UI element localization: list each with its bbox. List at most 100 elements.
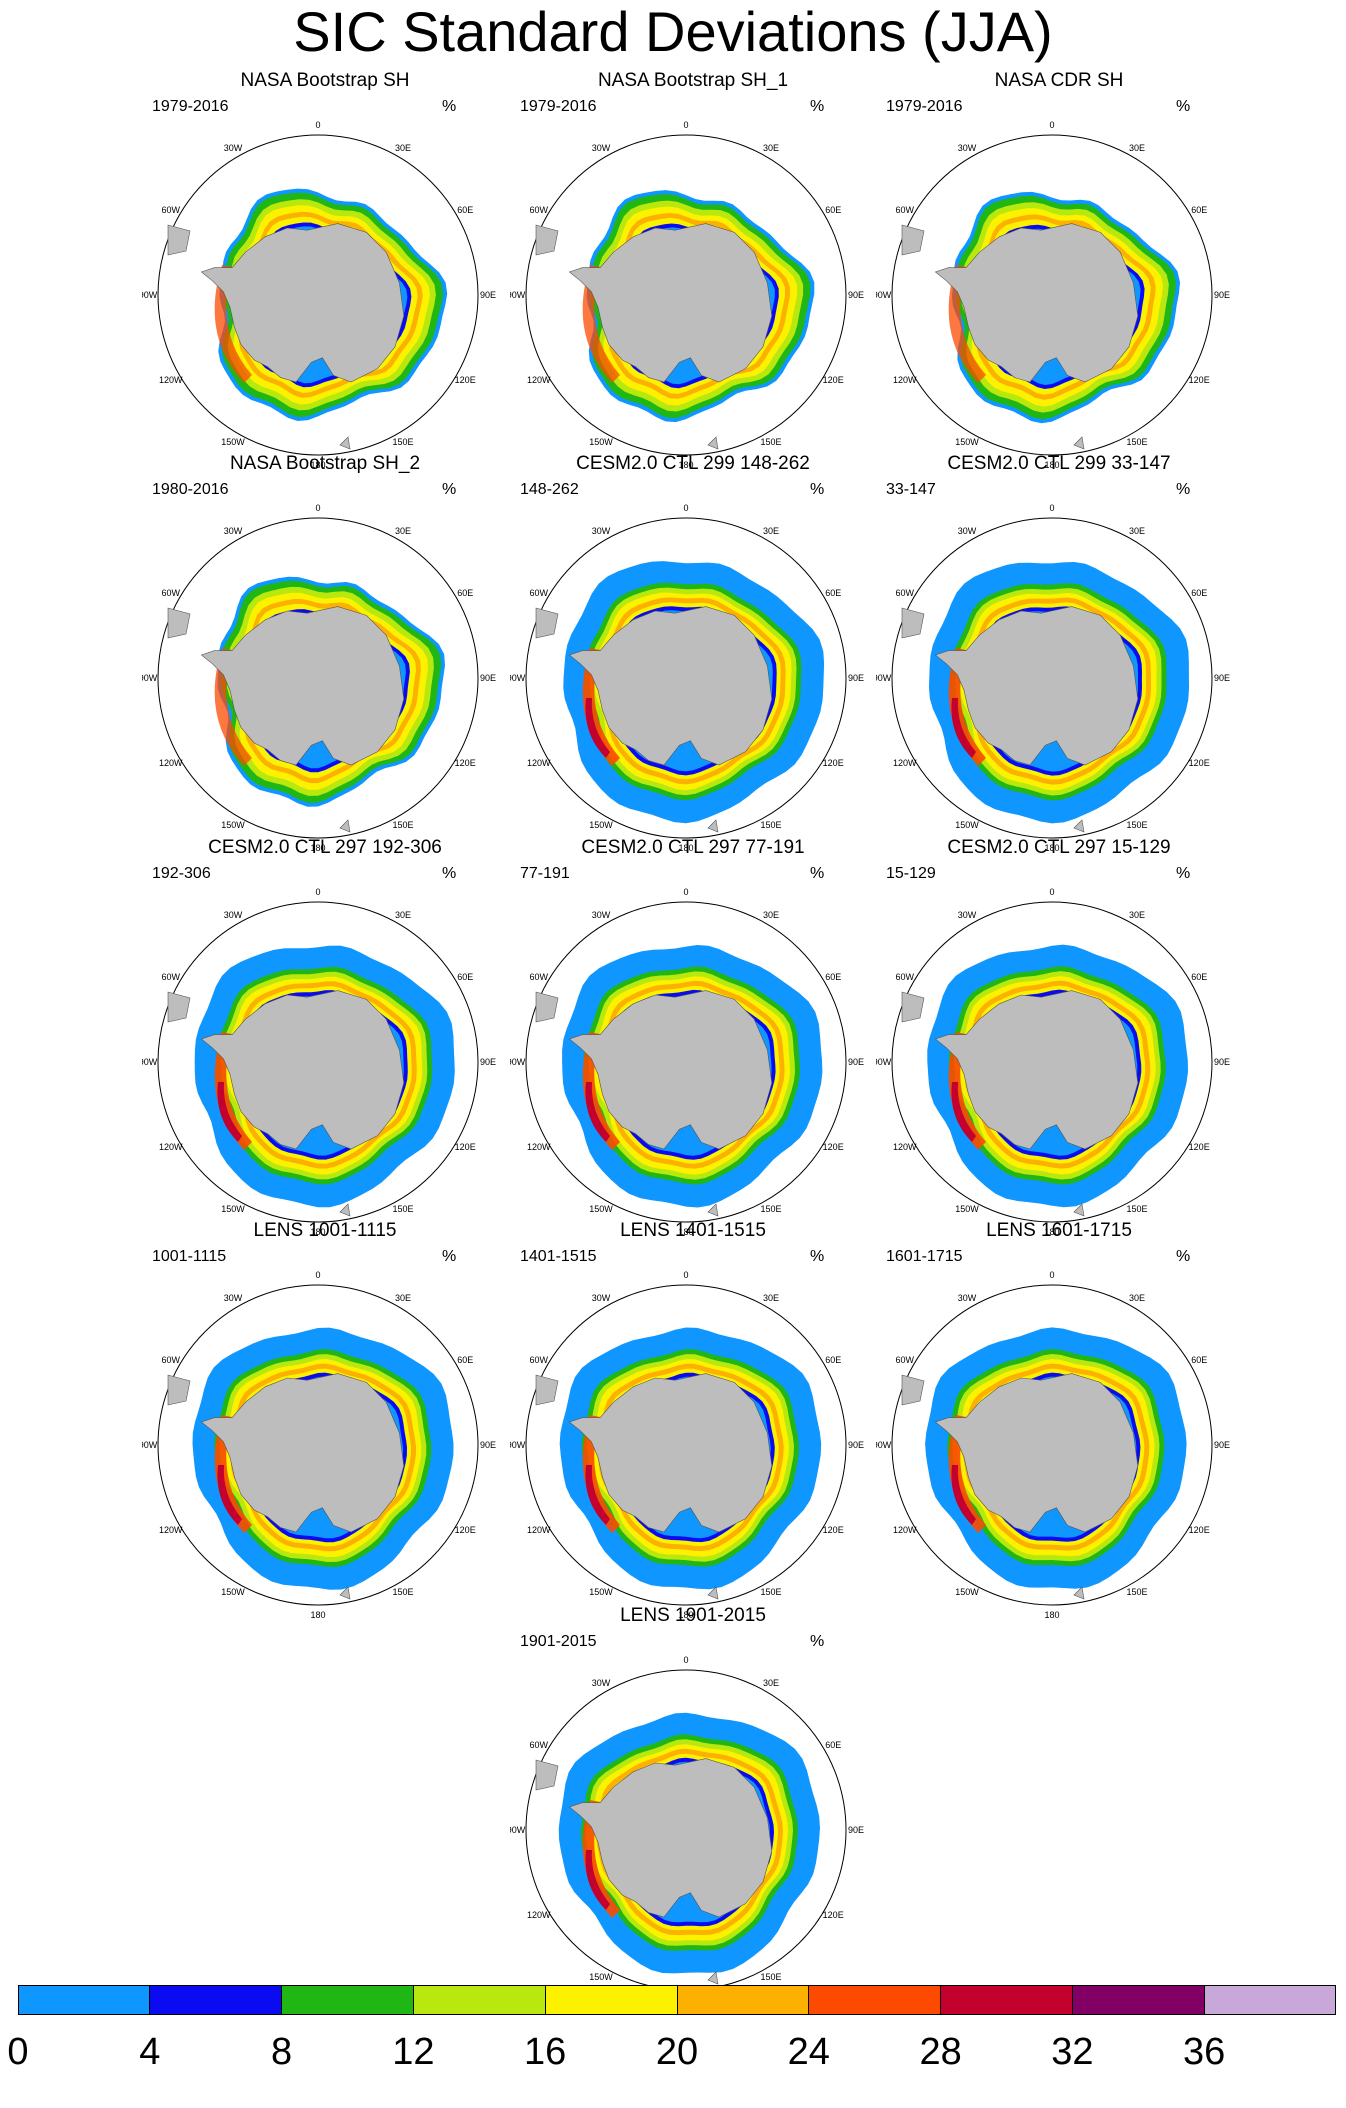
antarctica-landmass <box>568 1758 773 1918</box>
longitude-label: 30E <box>395 526 411 536</box>
longitude-label: 150W <box>955 1204 979 1214</box>
panel-units: % <box>442 1248 457 1265</box>
panel-units: % <box>1176 865 1191 882</box>
colorbar-tick-label: 28 <box>919 2031 962 2073</box>
panel-title: LENS 1601-1715 <box>986 1220 1132 1241</box>
polar-map: 030E60E90E120E150E180150W120W90W60W30W <box>510 1270 864 1620</box>
colorbar-cell <box>1204 1985 1337 2015</box>
panel-period: 1979-2016 <box>520 98 597 115</box>
longitude-label: 120E <box>823 1910 844 1920</box>
longitude-label: 150W <box>221 1204 245 1214</box>
longitude-label: 120E <box>1189 1142 1210 1152</box>
longitude-label: 30W <box>224 910 243 920</box>
longitude-label: 120W <box>527 1910 551 1920</box>
longitude-label: 30W <box>958 1293 977 1303</box>
longitude-label: 30E <box>395 1293 411 1303</box>
longitude-label: 180 <box>1044 843 1059 853</box>
longitude-label: 30E <box>763 910 779 920</box>
longitude-label: 90E <box>1214 673 1230 683</box>
high-variability-zone <box>214 1032 252 1150</box>
longitude-label: 150E <box>392 1587 413 1597</box>
longitude-label: 0 <box>1049 1270 1054 1280</box>
longitude-label: 0 <box>683 1655 688 1665</box>
longitude-label: 60E <box>1191 205 1207 215</box>
high-variability-zone <box>948 1032 986 1150</box>
colorbar-cell <box>18 1985 149 2015</box>
polar-map: 030E60E90E120E150E180150W120W90W60W30W <box>142 887 496 1237</box>
polar-map: 030E60E90E120E150E180150W120W90W60W30W <box>876 503 1230 853</box>
panel-period: 1980-2016 <box>152 481 229 498</box>
longitude-label: 0 <box>315 120 320 130</box>
longitude-label: 90E <box>848 1440 864 1450</box>
longitude-label: 150W <box>955 437 979 447</box>
colorbar-cell <box>676 1985 809 2015</box>
panel-title: NASA Bootstrap SH_1 <box>597 70 789 91</box>
longitude-label: 60E <box>825 205 841 215</box>
polar-map: 030E60E90E120E150E180150W120W90W60W30W <box>142 503 496 853</box>
longitude-label: 180 <box>310 460 325 470</box>
longitude-label: 60E <box>1191 1355 1207 1365</box>
colorbar-cell <box>544 1985 677 2015</box>
colorbar-tick-label: 24 <box>787 2031 830 2073</box>
longitude-label: 60W <box>530 1355 549 1365</box>
longitude-label: 30W <box>958 910 977 920</box>
south-america-landmass <box>535 1374 559 1406</box>
colorbar-tick-label: 12 <box>392 2031 435 2073</box>
longitude-label: 120E <box>1189 758 1210 768</box>
longitude-label: 60W <box>530 972 549 982</box>
longitude-label: 150E <box>760 1204 781 1214</box>
map-panel: 0 30E 60E 90E 120E 150E 180 150W 120W 90W 60W 30W CE… <box>876 453 1276 858</box>
longitude-label: 150W <box>221 1587 245 1597</box>
map-panel: 0 30E 60E 90E 120E 150E 180 150W 120W 90W 60W 30W LE… <box>142 1220 542 1625</box>
longitude-label: 120W <box>527 758 551 768</box>
new-zealand-landmass <box>1073 1203 1085 1217</box>
panel-title: LENS 1901-2015 <box>620 1605 766 1626</box>
polar-map: 030E60E90E120E150E180150W120W90W60W30W <box>142 120 496 470</box>
high-variability-zone <box>582 265 620 383</box>
antarctica-landmass <box>200 223 405 383</box>
south-america-landmass <box>901 1374 925 1406</box>
longitude-label: 30E <box>1129 910 1145 920</box>
longitude-label: 90E <box>480 290 496 300</box>
longitude-label: 0 <box>683 887 688 897</box>
map-panel: 0 30E 60E 90E 120E 150E 180 150W 120W 90W 60W 30W LE… <box>510 1605 910 2010</box>
longitude-label: 150W <box>589 1972 613 1982</box>
longitude-label: 60E <box>457 972 473 982</box>
longitude-label: 0 <box>315 1270 320 1280</box>
panel-period: 1401-1515 <box>520 1248 597 1265</box>
antarctica-landmass <box>568 606 773 766</box>
new-zealand-landmass <box>707 1203 719 1217</box>
longitude-label: 0 <box>1049 120 1054 130</box>
map-panel: 0 30E 60E 90E 120E 150E 180 150W 120W 90W 60W 30W NA… <box>142 453 542 858</box>
panel-units: % <box>1176 98 1191 115</box>
longitude-label: 90E <box>848 1825 864 1835</box>
map-panel: 0 30E 60E 90E 120E 150E 180 150W 120W 90W 60W 30W LE… <box>876 1220 1276 1625</box>
longitude-label: 30W <box>592 1678 611 1688</box>
longitude-label: 150E <box>760 1587 781 1597</box>
longitude-label: 90E <box>480 673 496 683</box>
longitude-label: 150E <box>1126 1204 1147 1214</box>
panel-period: 33-147 <box>886 481 936 498</box>
longitude-label: 120W <box>159 375 183 385</box>
south-america-landmass <box>901 991 925 1023</box>
longitude-label: 90E <box>1214 290 1230 300</box>
colorbar-cell <box>1072 1985 1205 2015</box>
longitude-label: 60W <box>896 205 915 215</box>
panel-title: NASA Bootstrap SH_2 <box>229 453 421 474</box>
longitude-label: 60E <box>1191 972 1207 982</box>
longitude-label: 60W <box>162 205 181 215</box>
panel-title: NASA Bootstrap SH <box>240 70 410 91</box>
panel-period: 1979-2016 <box>152 98 229 115</box>
longitude-label: 150E <box>1126 820 1147 830</box>
longitude-label: 90E <box>480 1057 496 1067</box>
high-variability-zone <box>214 648 252 766</box>
colorbar <box>18 1985 1337 2015</box>
polar-map: 030E60E90E120E150E180150W120W90W60W30W <box>510 1655 864 2005</box>
panel-units: % <box>810 98 825 115</box>
colorbar-tick-label: 0 <box>7 2031 29 2073</box>
colorbar-tick-label: 32 <box>1051 2031 1094 2073</box>
colorbar-cell <box>280 1985 413 2015</box>
panel-title: CESM2.0 CTL 299 148-262 <box>576 453 810 474</box>
polar-map: 030E60E90E120E150E180150W120W90W60W30W <box>876 120 1230 470</box>
